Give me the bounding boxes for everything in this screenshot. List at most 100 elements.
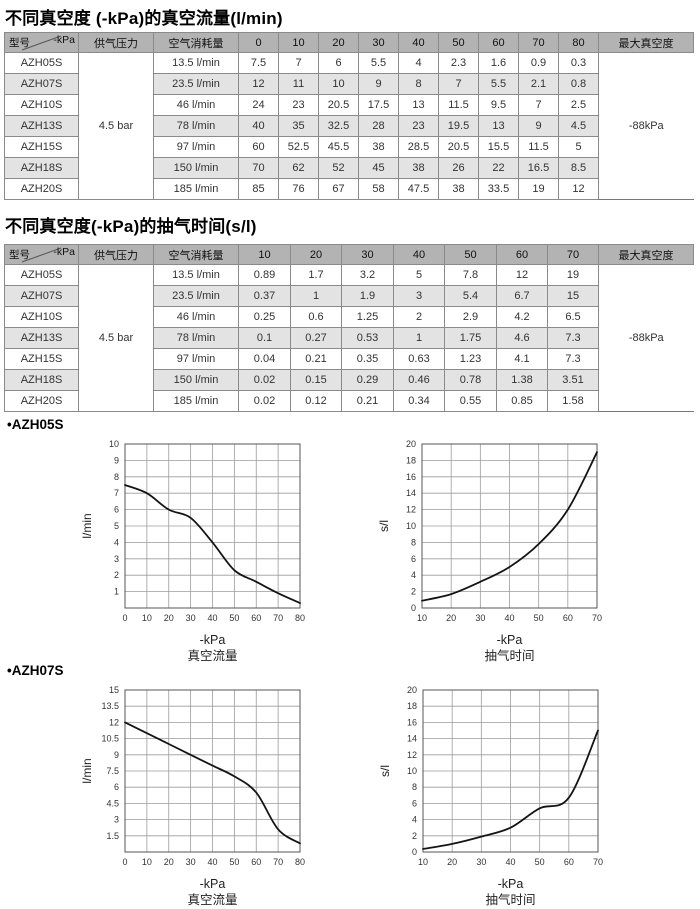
- model-kpa-corner-cell: -kPa 型号: [4, 244, 79, 265]
- vacuum-level-header: 60: [478, 32, 519, 53]
- supply-pressure-cell: 4.5 bar: [78, 264, 154, 412]
- svg-text:0: 0: [412, 847, 417, 857]
- value-cell: 6.7: [496, 285, 548, 307]
- value-cell: 70: [238, 157, 279, 179]
- azh07s-time-chart: 10 20 30 40 50 60 70 0 2 4 6 8 10 12 14 16 18 20 s/l -kPa抽气…: [378, 685, 603, 907]
- value-cell: 0.27: [290, 327, 342, 349]
- value-cell: 13: [478, 115, 519, 137]
- svg-text:10: 10: [142, 613, 152, 623]
- svg-text:60: 60: [563, 613, 573, 623]
- value-cell: 0.21: [290, 348, 342, 370]
- value-cell: 2: [393, 306, 445, 328]
- value-cell: 0.3: [558, 52, 599, 74]
- model-cell: AZH10S: [4, 306, 79, 328]
- value-cell: 1.6: [478, 52, 519, 74]
- svg-text:7: 7: [114, 488, 119, 498]
- svg-text:30: 30: [475, 613, 485, 623]
- value-cell: 0.21: [341, 390, 394, 412]
- svg-text:10: 10: [109, 439, 119, 449]
- svg-text:14: 14: [407, 734, 417, 744]
- svg-text:14: 14: [406, 488, 416, 498]
- flow-section-title: 不同真空度 (-kPa)的真空流量(l/min): [5, 9, 283, 28]
- svg-text:1: 1: [114, 587, 119, 597]
- svg-text:10.5: 10.5: [101, 734, 119, 744]
- svg-text:50: 50: [535, 857, 545, 867]
- value-cell: 0.15: [290, 369, 342, 391]
- value-cell: 28: [358, 115, 399, 137]
- value-cell: 47.5: [398, 178, 439, 200]
- value-cell: 7: [518, 94, 559, 116]
- svg-text:10: 10: [142, 857, 152, 867]
- value-cell: 23: [278, 94, 319, 116]
- value-cell: 7.3: [547, 327, 599, 349]
- value-cell: 0.78: [444, 369, 497, 391]
- svg-text:6: 6: [412, 798, 417, 808]
- table-row: AZH10S 46 l/min 24 23 20.5 17.5 13 11.5 9.5 7 2.5: [4, 94, 694, 116]
- value-cell: 38: [438, 178, 479, 200]
- svg-text:40: 40: [505, 857, 515, 867]
- value-cell: 3.51: [547, 369, 599, 391]
- value-cell: 4.6: [496, 327, 548, 349]
- value-cell: 2.3: [438, 52, 479, 74]
- supply-pressure-header: 供气压力: [78, 32, 154, 53]
- value-cell: 0.04: [238, 348, 291, 370]
- value-cell: 35: [278, 115, 319, 137]
- air-consumption-cell: 46 l/min: [153, 306, 239, 328]
- svg-text:8: 8: [411, 537, 416, 547]
- value-cell: 0.63: [393, 348, 445, 370]
- value-cell: 2.5: [558, 94, 599, 116]
- azh05s-time-chart: 10 20 30 40 50 60 70 0 2 4 6 8 10 12 14 16 18 20 s/l -kPa抽气…: [377, 439, 602, 663]
- value-cell: 9: [358, 73, 399, 95]
- svg-text:7.5: 7.5: [106, 766, 119, 776]
- svg-text:30: 30: [476, 857, 486, 867]
- value-cell: 45: [358, 157, 399, 179]
- value-cell: 45.5: [318, 136, 359, 158]
- vacuum-level-header: 20: [318, 32, 359, 53]
- value-cell: 8: [398, 73, 439, 95]
- svg-text:10: 10: [406, 521, 416, 531]
- svg-text:16: 16: [407, 717, 417, 727]
- svg-text:3: 3: [114, 815, 119, 825]
- svg-text:s/l: s/l: [378, 765, 392, 777]
- svg-text:抽气时间: 抽气时间: [484, 648, 534, 663]
- value-cell: 5: [393, 264, 445, 286]
- svg-text:4: 4: [412, 815, 417, 825]
- svg-text:8: 8: [412, 782, 417, 792]
- max-vacuum-header: 最大真空度: [598, 244, 694, 265]
- value-cell: 0.37: [238, 285, 291, 307]
- table-row: AZH20S 185 l/min 0.02 0.12 0.21 0.34 0.55 0.85 1…: [4, 390, 694, 412]
- air-consumption-cell: 13.5 l/min: [153, 52, 239, 74]
- value-cell: 12: [558, 178, 599, 200]
- value-cell: 58: [358, 178, 399, 200]
- model-cell: AZH05S: [4, 264, 79, 286]
- svg-text:16: 16: [406, 472, 416, 482]
- air-consumption-cell: 23.5 l/min: [153, 285, 239, 307]
- value-cell: 0.34: [393, 390, 445, 412]
- model-cell: AZH15S: [4, 136, 79, 158]
- air-consumption-cell: 78 l/min: [153, 115, 239, 137]
- value-cell: 28.5: [398, 136, 439, 158]
- svg-text:3: 3: [114, 554, 119, 564]
- svg-text:1.5: 1.5: [106, 831, 119, 841]
- value-cell: 1.58: [547, 390, 599, 412]
- value-cell: 10: [318, 73, 359, 95]
- value-cell: 0.02: [238, 369, 291, 391]
- svg-text:80: 80: [295, 613, 305, 623]
- table-row: AZH15S 97 l/min 60 52.5 45.5 38 28.5 20.5 15.5 11…: [4, 136, 694, 158]
- table-row: AZH15S 97 l/min 0.04 0.21 0.35 0.63 1.23 4.1 7.3: [4, 348, 694, 370]
- value-cell: 4: [398, 52, 439, 74]
- svg-text:2: 2: [412, 831, 417, 841]
- air-consumption-header: 空气消耗量: [153, 32, 239, 53]
- value-cell: 3: [393, 285, 445, 307]
- table-row: AZH18S 150 l/min 70 62 52 45 38 26 22 16.5 8.5: [4, 157, 694, 179]
- value-cell: 33.5: [478, 178, 519, 200]
- model-cell: AZH18S: [4, 157, 79, 179]
- value-cell: 5.5: [478, 73, 519, 95]
- kpa-header-label: -kPa: [53, 246, 75, 258]
- model-cell: AZH13S: [4, 327, 79, 349]
- azh07s-flow-chart: 0 10 20 30 40 50 60 70 80 1.5 3 4.5 6 7.5 9 10.5 12 13.5 1…: [80, 685, 305, 907]
- svg-text:2: 2: [411, 587, 416, 597]
- svg-text:10: 10: [418, 857, 428, 867]
- vacuum-level-header: 10: [238, 244, 291, 265]
- svg-text:9: 9: [114, 455, 119, 465]
